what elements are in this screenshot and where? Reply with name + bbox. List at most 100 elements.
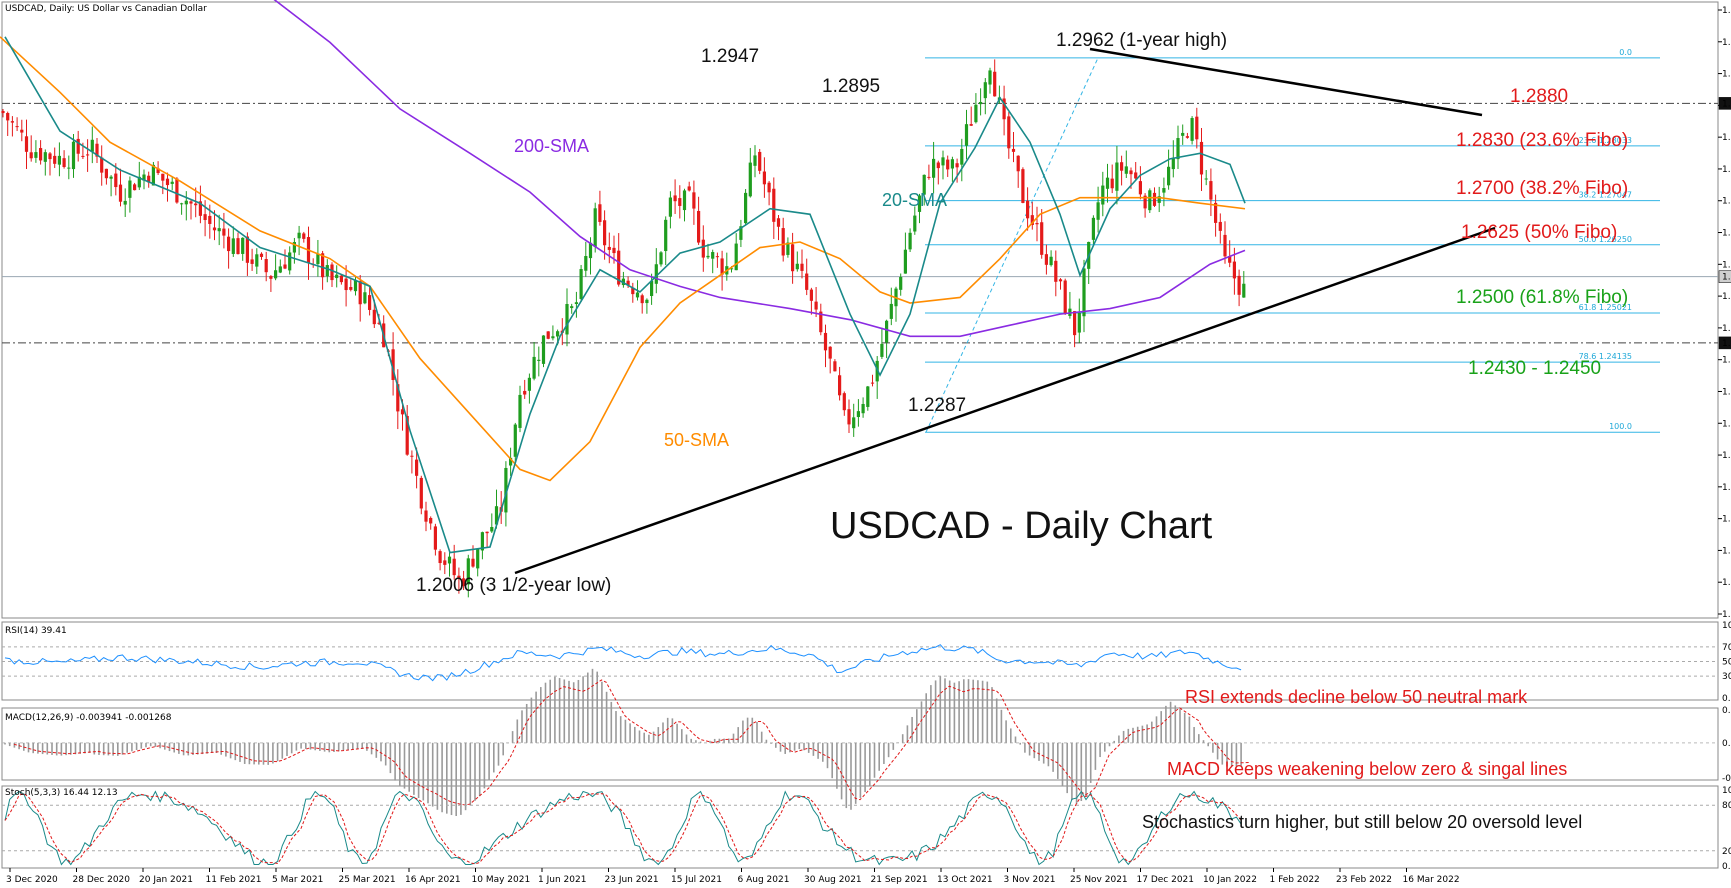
candle-body (795, 263, 799, 270)
candle-body (48, 153, 52, 160)
candle-body (932, 158, 936, 178)
annotation-low: 1.2006 (3 1/2-year low) (416, 575, 611, 596)
candle-body (654, 264, 658, 284)
candle-body (180, 203, 184, 205)
stoch-header: Stoch(5,3,3) 16.44 12.13 (5, 788, 118, 798)
candle-body (438, 551, 442, 564)
sma-20-line (4, 36, 1246, 554)
date-tick-label: 20 Jan 2021 (139, 875, 193, 885)
candle-body (39, 148, 43, 161)
candle-body (400, 409, 405, 415)
candle-body (20, 129, 24, 133)
candle-body (983, 82, 987, 99)
candle-body (527, 377, 531, 391)
candle-body (344, 278, 348, 291)
label-fibo-50: 1.2625 (50% Fibo) (1461, 222, 1617, 243)
candle-body (598, 204, 602, 222)
macd-tick-label: 0.000000 (1722, 739, 1731, 749)
candle-body (90, 139, 94, 152)
candle-body (828, 346, 832, 359)
price-tick-label: 1.22720 (1722, 451, 1731, 461)
candle-body (335, 274, 339, 279)
candle-body (1237, 275, 1241, 295)
candle-body (650, 280, 654, 296)
candle-body (494, 506, 499, 525)
candle-body (682, 190, 687, 211)
candle-body (217, 228, 221, 232)
candle-body (53, 155, 57, 164)
candle-body (231, 238, 235, 254)
candle-body (241, 237, 245, 254)
support-price-label-box (1718, 336, 1731, 350)
candle-body (433, 526, 437, 550)
fibo-tag: 61.8 1.25021 (1579, 303, 1632, 312)
candle-body (1007, 116, 1011, 149)
candle-body (1035, 223, 1039, 225)
candle-body (471, 558, 475, 567)
candle-body (588, 242, 593, 259)
candle-body (15, 126, 19, 128)
indicator-panels: 100.00 70.00 50.00 30.00 0.00 0.012608 0.00000… (2, 621, 1731, 872)
candle-body (532, 356, 536, 379)
candle-body (274, 270, 278, 279)
annotation-high-2: 1.2895 (822, 76, 880, 97)
candle-body (415, 459, 419, 476)
date-tick-label: 25 Mar 2021 (339, 875, 396, 885)
resistance-price-label: 1.28800 (1722, 99, 1731, 109)
candle-body (358, 281, 362, 305)
candle-body (635, 292, 640, 298)
candle-body (485, 531, 489, 534)
candle-body (1077, 312, 1081, 333)
descending-trendline (1089, 47, 1483, 117)
candle-body (170, 181, 174, 184)
candle-body (856, 411, 860, 418)
candle-body (678, 198, 682, 206)
candle-body (1073, 311, 1077, 336)
candle-body (250, 259, 254, 264)
candle-body (321, 253, 325, 278)
candle-body (297, 232, 301, 239)
candle-body (847, 409, 851, 425)
date-tick-label: 5 Mar 2021 (272, 875, 323, 885)
annotation-low-2: 1.2287 (908, 395, 966, 416)
stoch-tick-label: 0.00 (1722, 862, 1731, 872)
candle-body (979, 101, 983, 105)
candle-body (908, 232, 912, 250)
candle-body (1030, 215, 1034, 226)
candle-body (123, 200, 127, 205)
candle-body (513, 424, 517, 457)
candle-body (424, 510, 428, 522)
candle-body (1242, 283, 1246, 298)
candle-body (833, 361, 837, 372)
candle-body (819, 311, 823, 333)
candle-body (6, 113, 10, 121)
candle-body (349, 287, 353, 290)
label-resistance: 1.2880 (1510, 86, 1568, 107)
candle-body (631, 287, 635, 295)
candle-body (556, 331, 560, 337)
price-tick-label: 1.28522 (1722, 133, 1731, 143)
candle-body (151, 164, 155, 186)
price-tick-label: 1.25120 (1722, 324, 1731, 334)
candle-body (363, 292, 367, 304)
fibonacci-levels: 0.0 23.6 1.28033 38.2 1.27047 50.0 1.26250 6… (925, 48, 1660, 433)
candle-body (814, 301, 818, 310)
candle-body (964, 124, 969, 146)
candle-body (490, 527, 494, 532)
macd-tick-label: 0.012608 (1722, 706, 1731, 716)
price-tick-label: 1.30022 (1722, 38, 1731, 48)
current-price-label: 1.25675 (1722, 273, 1731, 283)
candle-body (993, 71, 997, 97)
date-tick-label: 13 Oct 2021 (937, 875, 993, 885)
date-tick-label: 16 Apr 2021 (405, 875, 461, 885)
candle-body (579, 269, 583, 299)
fibo-tag: 78.6 1.24135 (1579, 352, 1632, 361)
candle-body (194, 203, 198, 206)
candle-body (504, 467, 508, 513)
date-tick-label: 10 Jan 2022 (1203, 875, 1257, 885)
candle-body (410, 455, 414, 457)
candle-body (1232, 261, 1236, 279)
candle-body (203, 214, 207, 221)
candle-body (222, 228, 226, 236)
candle-body (541, 335, 546, 364)
